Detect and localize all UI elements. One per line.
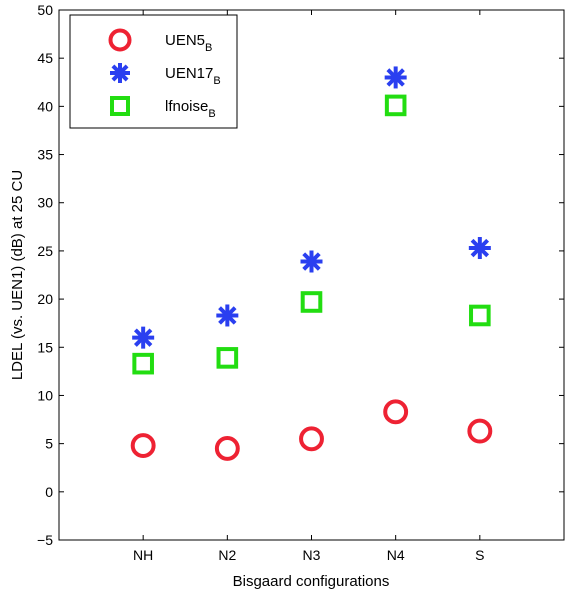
y-tick-label: 0 [45,484,53,500]
y-axis-label: LDEL (vs. UEN1) (dB) at 25 CU [9,170,26,380]
data-point [469,304,491,327]
x-axis: NH N2 N3 N4 S [133,10,485,563]
legend-item: UEN5B [108,28,212,54]
data-point [214,436,240,461]
y-tick-label: 35 [37,147,53,163]
legend-label: lfnoiseB [165,98,216,120]
series-lfnoise [132,94,491,375]
y-tick-label: 20 [37,291,53,307]
data-point [216,304,239,327]
data-point [468,237,491,260]
legend-label: UEN5B [165,32,212,54]
asterisk-stroke [133,328,153,347]
legend: UEN5B UEN17B lfnoiseB [69,14,238,129]
asterisk-stroke [386,68,405,87]
asterisk-stroke [111,64,129,82]
asterisk-stroke [470,238,490,258]
data-point [384,94,407,117]
y-tick-label: 15 [37,339,53,355]
y-tick-label: 25 [37,243,53,259]
data-point [110,63,130,83]
y-tick-label: −5 [37,532,53,548]
x-tick-label: N4 [387,547,405,563]
asterisk-stroke [302,252,321,271]
x-axis-label: Bisgaard configurations [233,573,390,590]
legend-item: UEN17B [110,63,221,87]
series-uen17 [132,66,491,349]
y-tick-label: 10 [37,387,53,403]
y-axis: −5 0 5 10 15 20 25 30 35 40 45 50 [37,2,564,548]
data-point [132,352,154,375]
x-tick-label: S [475,547,484,563]
data-point [300,291,323,313]
data-point [300,250,323,273]
legend-label: UEN17B [165,65,221,87]
y-tick-label: 5 [45,436,53,452]
y-tick-label: 30 [37,195,53,211]
x-tick-label: N3 [303,547,321,563]
series-uen5 [130,399,493,461]
x-tick-label: N2 [218,547,236,563]
data-point [384,66,407,89]
data-point [132,326,155,349]
data-point [383,399,409,425]
data-point [216,347,239,369]
data-point [467,418,493,444]
y-tick-label: 45 [37,50,53,66]
data-point [110,96,130,116]
data-point [130,433,156,459]
data-point [299,426,324,452]
legend-item: lfnoiseB [110,96,216,120]
y-tick-label: 50 [37,2,53,18]
y-tick-label: 40 [37,98,53,114]
data-point [108,28,132,52]
legend-box [69,14,238,129]
asterisk-stroke [218,306,237,325]
data-marks [130,66,493,461]
x-tick-label: NH [133,547,153,563]
